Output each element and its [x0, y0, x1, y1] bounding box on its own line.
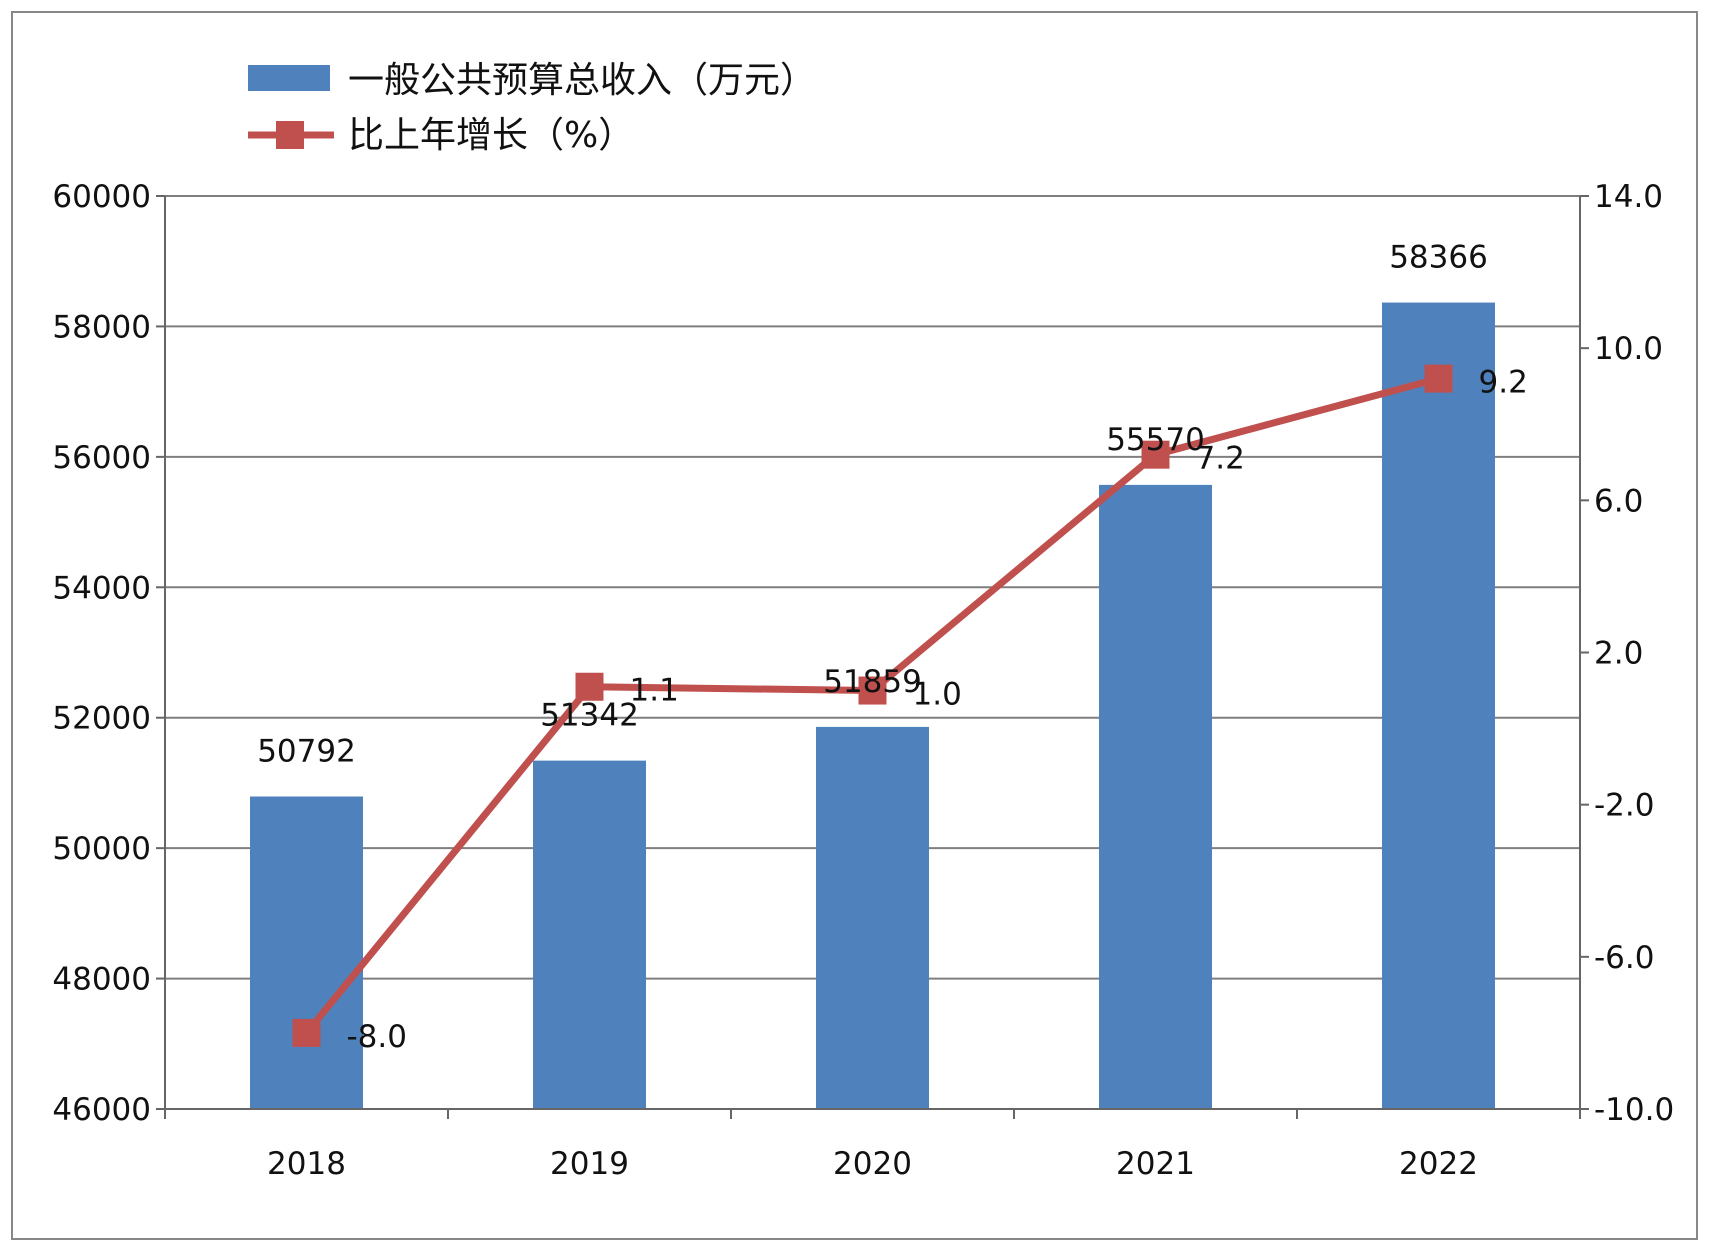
right-tick-label: -2.0 [1594, 788, 1655, 824]
legend-line-label: 比上年增长（%） [348, 115, 634, 156]
bar-series [250, 302, 1495, 1109]
grid-lines [165, 195, 1580, 980]
legend-line-marker [276, 121, 304, 149]
x-tick-label: 2022 [1399, 1146, 1478, 1182]
growth-marker [1141, 440, 1170, 469]
left-tick-label: 60000 [52, 179, 151, 215]
left-tick-label: 54000 [52, 570, 151, 606]
line-data-label: 1.0 [913, 677, 962, 713]
left-tick-label: 50000 [52, 831, 151, 867]
left-tick-label: 48000 [52, 962, 151, 998]
left-tick-label: 52000 [52, 701, 151, 737]
left-tick-label: 56000 [52, 440, 151, 476]
legend: 一般公共预算总收入（万元） 比上年增长（%） [248, 60, 816, 156]
growth-marker [575, 672, 604, 701]
data-labels: 50792 51342 51859 55570 58366 -8.0 1.1 1.0 7.2 9.… [257, 240, 1528, 1055]
line-data-label: 9.2 [1479, 365, 1528, 401]
bar [533, 760, 646, 1109]
growth-marker [1424, 364, 1453, 393]
right-tick-label: 6.0 [1594, 483, 1643, 519]
legend-bar-label: 一般公共预算总收入（万元） [348, 60, 816, 101]
x-tick-label: 2018 [267, 1146, 346, 1182]
right-tick-label: 10.0 [1594, 331, 1663, 367]
legend-bar-swatch [248, 65, 330, 91]
right-tick-label: 2.0 [1594, 636, 1643, 672]
x-tick-label: 2020 [833, 1146, 912, 1182]
bar-data-label: 51859 [823, 664, 922, 700]
bar [1099, 484, 1212, 1109]
line-series [292, 364, 1453, 1047]
bar-data-label: 58366 [1389, 240, 1488, 276]
line-data-label: 7.2 [1196, 441, 1245, 477]
left-tick-label: 58000 [52, 309, 151, 345]
bar-data-label: 51342 [540, 698, 639, 734]
bar-data-label: 55570 [1106, 422, 1205, 458]
bar [250, 796, 363, 1109]
right-tick-label: -10.0 [1594, 1092, 1674, 1128]
line-data-label: 1.1 [630, 673, 679, 709]
bar [816, 726, 929, 1109]
line-data-label: -8.0 [347, 1019, 408, 1055]
x-tick-label: 2021 [1116, 1146, 1195, 1182]
bar [1382, 302, 1495, 1109]
bar-data-label: 50792 [257, 733, 356, 769]
x-tick-label: 2019 [550, 1146, 629, 1182]
axes: 46000 48000 50000 52000 54000 56000 58000 60000… [52, 179, 1674, 1182]
growth-marker [858, 676, 887, 705]
left-tick-label: 46000 [52, 1092, 151, 1128]
right-tick-label: -6.0 [1594, 940, 1655, 976]
right-tick-label: 14.0 [1594, 179, 1663, 215]
growth-marker [292, 1018, 321, 1047]
